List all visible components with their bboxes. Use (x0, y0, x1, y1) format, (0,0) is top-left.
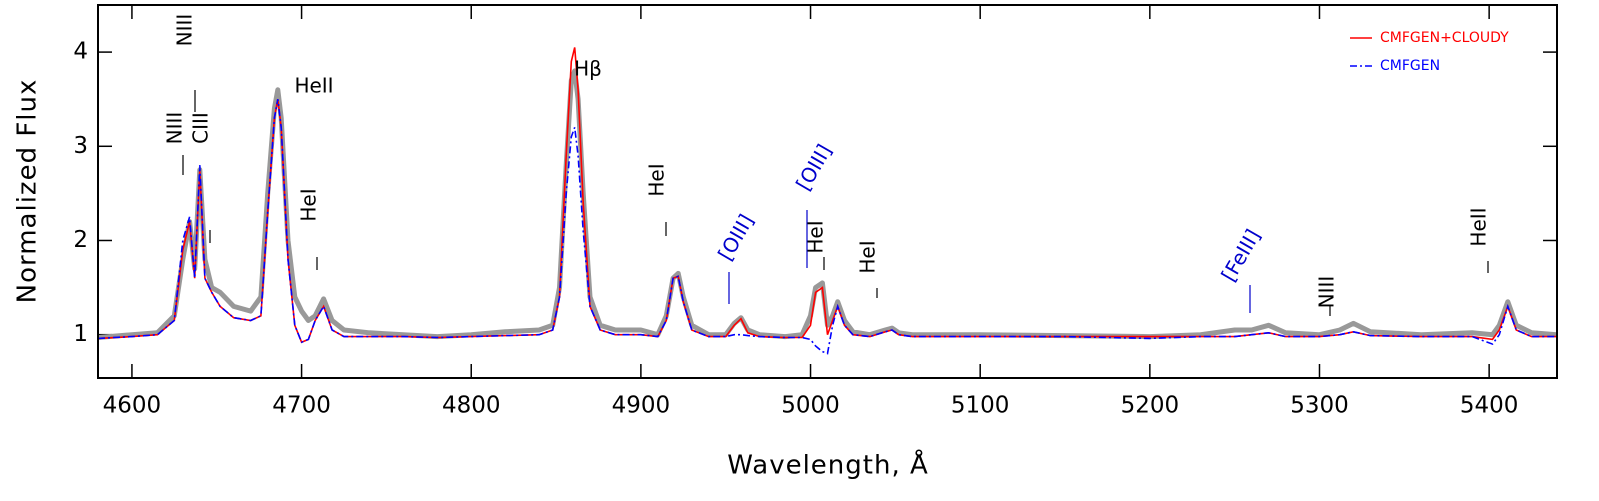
x-tick-label: 5300 (1290, 393, 1349, 419)
x-tick-label: 4600 (103, 393, 162, 419)
line-label: [FeIII] (1216, 225, 1265, 286)
legend-label: CMFGEN+CLOUDY (1380, 30, 1509, 46)
line-label: [OIII] (713, 210, 758, 264)
x-tick-label: 5000 (781, 393, 840, 419)
line-label: HeII (294, 74, 333, 98)
x-tick-label: 4900 (612, 393, 671, 419)
y-axis-title: Normalized Flux (13, 79, 43, 304)
x-tick-label: 5400 (1460, 393, 1519, 419)
line-label: CIII (189, 112, 213, 144)
x-tick-label: 5100 (951, 393, 1010, 419)
line-label: HeII (1467, 207, 1491, 246)
x-tick-label: 5200 (1121, 393, 1180, 419)
x-axis-title: Wavelength, Å (727, 449, 929, 481)
x-tick-label: 4800 (442, 393, 501, 419)
series-line (98, 99, 1557, 355)
line-label: [OIII] (791, 140, 836, 194)
line-label: HeI (645, 163, 669, 196)
x-tick-label: 4700 (272, 393, 331, 419)
y-tick-label: 1 (73, 321, 88, 347)
line-label: HeI (856, 240, 880, 273)
y-tick-label: 4 (73, 39, 88, 65)
line-label: HeI (804, 220, 828, 253)
line-label: NIII (1315, 276, 1339, 309)
y-tick-label: 3 (73, 133, 88, 159)
line-label: NIII (173, 14, 197, 47)
line-label: NIII (163, 112, 187, 145)
line-label: HeI (297, 188, 321, 221)
line-label: Hβ (574, 57, 602, 81)
plot-frame (97, 4, 1558, 379)
legend-label: CMFGEN (1380, 58, 1440, 74)
y-tick-label: 2 (73, 227, 88, 253)
